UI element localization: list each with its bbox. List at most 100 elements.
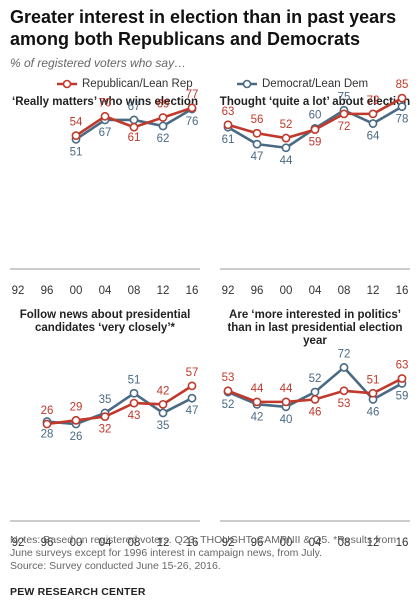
panel-2-tick-16: 16 <box>396 285 409 297</box>
panel-4-dem-point-04 <box>310 387 320 397</box>
panel-3-tick-04: 04 <box>99 537 112 549</box>
panel-4-rep-point-16 <box>397 374 407 383</box>
panel-2-rep-label-16: 85 <box>396 79 409 91</box>
panel-4-rep-point-12 <box>368 388 378 398</box>
panel-2-rep-label-96: 56 <box>251 114 264 126</box>
panel-4-tick-04: 04 <box>309 537 322 549</box>
panel-2-title-line-1: Thought ‘quite a lot’ about election <box>220 96 410 108</box>
panel-3-rep-label-16: 57 <box>186 367 199 379</box>
panel-1-rep-label-00: 54 <box>70 117 83 129</box>
panel-1-tick-96: 96 <box>41 285 54 297</box>
panel-4-dem-label-00: 40 <box>280 414 293 426</box>
panel-1-dem-label-00: 51 <box>70 146 83 158</box>
panel-1-rep-label-04: 70 <box>99 97 112 109</box>
panel-3-tick-08: 08 <box>128 537 141 549</box>
panel-2-tick-00: 00 <box>280 285 293 297</box>
panel-2-rep-point-92 <box>223 120 233 130</box>
panel-2-rep-point-96 <box>252 128 262 138</box>
panel-3-rep-label-04: 32 <box>99 424 112 436</box>
panel-3-dem-line <box>46 391 193 426</box>
panel-1-tick-00: 00 <box>70 285 83 297</box>
legend-rep-swatch <box>57 79 77 89</box>
panel-1-tick-08: 08 <box>128 285 141 297</box>
panel-4-tick-16: 16 <box>396 537 409 549</box>
panel-2-dem-point-96 <box>252 139 262 149</box>
panel-4-title-line-1: Are ‘more interested in politics’ <box>229 309 401 321</box>
panel-1-tick-04: 04 <box>99 285 112 297</box>
panel-2-tick-12: 12 <box>367 285 380 297</box>
panel-2-dem-label-04: 60 <box>309 109 322 121</box>
panel-4-title-line-3: year <box>303 335 327 347</box>
panel-3-dem-point-16 <box>187 393 197 403</box>
panel-1-dem-label-04: 67 <box>99 127 112 139</box>
panel-3-tick-12: 12 <box>157 537 170 549</box>
panel-4-title-line-2: than in last presidential election <box>227 322 402 334</box>
panel-1-rep-point-08 <box>129 122 139 132</box>
panel-1-dem-point-12 <box>158 121 168 131</box>
panel-1-dem-label-08: 67 <box>128 101 141 113</box>
panel-1-rep-point-12 <box>158 113 168 122</box>
panel-4-rep-label-08: 53 <box>338 398 351 410</box>
panel-1-rep-point-04 <box>100 111 110 121</box>
panel-3-rep-point-04 <box>100 412 110 422</box>
panel-3-rep-line <box>46 384 193 426</box>
source-credit: PEW RESEARCH CENTER <box>10 586 146 598</box>
panel-4-tick-96: 96 <box>251 537 264 549</box>
notes-text: Notes: Based on registered voters. Q23, … <box>10 534 397 559</box>
panel-2-dem-label-12: 64 <box>367 131 380 143</box>
panel-4-rep-label-12: 51 <box>367 374 380 386</box>
panel-2-rep-point-16 <box>397 93 407 103</box>
panel-4-rep-label-92: 53 <box>222 372 235 384</box>
panel-2-dem-label-00: 44 <box>280 155 293 167</box>
panel-2-rep-label-00: 52 <box>280 119 293 131</box>
panel-4-dem-label-16: 59 <box>396 390 409 402</box>
panel-3-tick-16: 16 <box>186 537 199 549</box>
panel-1-rep-label-16: 77 <box>186 89 199 101</box>
panel-4-rep-point-92 <box>223 386 233 396</box>
chart-subtitle: % of registered voters who say… <box>10 56 187 70</box>
panel-2-dem-label-16: 78 <box>396 114 409 126</box>
panel-3-title-line-2: candidates ‘very closely’* <box>35 322 176 334</box>
panel-1-rep-label-12: 69 <box>157 99 170 111</box>
panel-3-dem-point-08 <box>129 388 139 398</box>
panel-4-dem-label-96: 42 <box>251 411 264 423</box>
panel-3-rep-point-12 <box>158 399 168 409</box>
panel-2-rep-point-04 <box>310 125 320 135</box>
panel-3-dem-label-00: 26 <box>70 431 83 443</box>
panel-3-rep-label-00: 29 <box>70 401 83 413</box>
panel-2-rep-label-12: 72 <box>367 95 380 107</box>
panel-4-dem-label-12: 46 <box>367 406 380 418</box>
panel-2-rep-label-04: 59 <box>309 137 322 149</box>
panel-4-tick-92: 92 <box>222 537 235 549</box>
panel-1-dem-point-08 <box>129 115 139 125</box>
panel-2-rep-label-08: 72 <box>338 121 351 133</box>
panel-2-rep-point-12 <box>368 109 378 119</box>
panel-2-dem-point-00 <box>281 143 291 153</box>
panel-3-rep-point-08 <box>129 398 139 408</box>
panel-4-tick-08: 08 <box>338 537 351 549</box>
notes-survey: Source: Survey conducted June 15-26, 201… <box>10 560 221 572</box>
panel-2-dem-point-16 <box>397 102 407 112</box>
panel-1-tick-92: 92 <box>12 285 25 297</box>
panel-1-rep-label-08: 61 <box>128 132 141 144</box>
panel-3-dem-label-16: 47 <box>186 405 199 417</box>
panel-3-rep-label-12: 42 <box>157 385 170 397</box>
panel-4-rep-point-08 <box>339 386 349 396</box>
panel-3-rep-point-16 <box>187 381 197 391</box>
panel-1-rep-point-16 <box>187 103 197 113</box>
legend-item-rep: Republican/Lean Rep <box>56 78 193 90</box>
panel-2-dem-label-96: 47 <box>251 151 264 163</box>
legend-item-dem: Democrat/Lean Dem <box>236 78 368 90</box>
panel-2-dem-point-12 <box>368 119 378 128</box>
panel-3-tick-92: 92 <box>12 537 25 549</box>
panel-2-dem-label-92: 61 <box>222 134 235 146</box>
legend-rep-label: Republican/Lean Rep <box>82 78 193 90</box>
panel-2-tick-92: 92 <box>222 285 235 297</box>
panel-3-dem-label-96: 28 <box>41 429 54 441</box>
panel-3-rep-label-08: 43 <box>128 410 141 422</box>
panel-3-rep-point-00 <box>71 415 81 425</box>
panel-2-tick-08: 08 <box>338 285 351 297</box>
panel-4-rep-point-00 <box>281 397 291 407</box>
panel-4-dem-label-92: 52 <box>222 399 235 411</box>
